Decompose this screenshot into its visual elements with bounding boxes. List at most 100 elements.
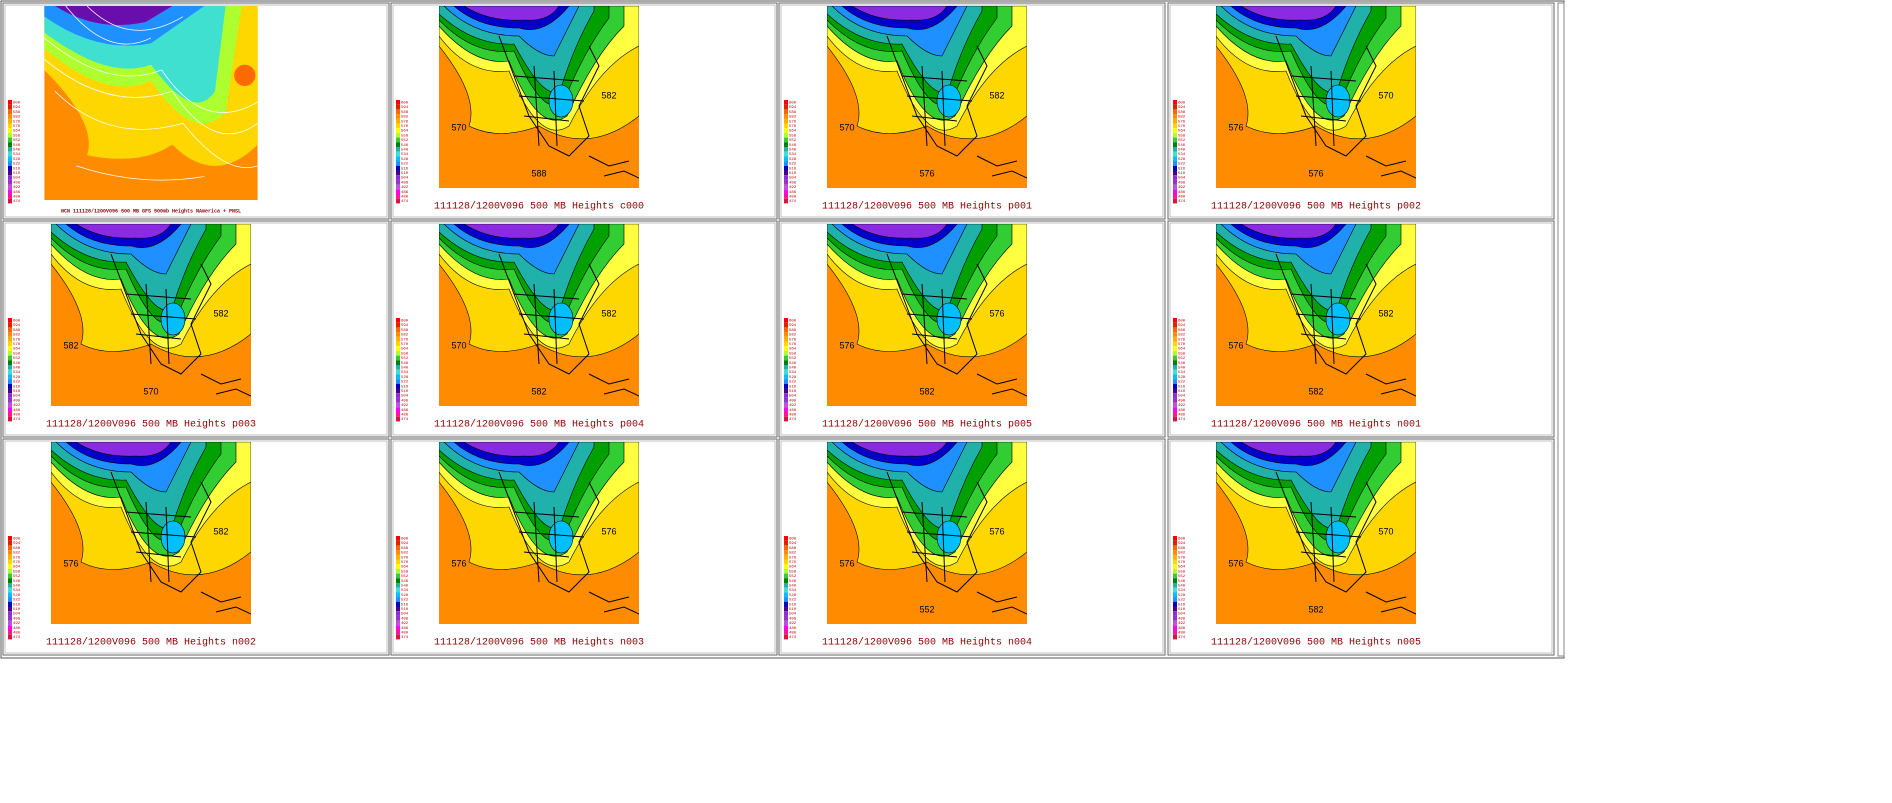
legend-swatch <box>8 536 12 541</box>
legend-level: 492 <box>789 186 797 190</box>
legend-swatch <box>784 189 788 194</box>
contour-label: 582 <box>1308 604 1323 614</box>
legend-swatch <box>1173 369 1177 375</box>
legend-level: 522 <box>13 599 21 603</box>
legend-level: 492 <box>13 404 21 408</box>
legend-swatch <box>396 123 400 129</box>
legend-swatch <box>784 583 788 588</box>
legend-level: 600 <box>1178 319 1186 323</box>
legend-level: 510 <box>789 172 797 176</box>
legend-swatch <box>784 318 788 323</box>
legend-swatch <box>396 379 400 384</box>
legend-swatch <box>1173 142 1177 147</box>
legend-level: 480 <box>1178 631 1186 635</box>
legend-swatch <box>8 397 12 403</box>
legend-swatch <box>396 416 400 422</box>
legend-swatch <box>784 615 788 621</box>
legend-level: 492 <box>401 186 409 190</box>
legend-level: 522 <box>789 599 797 603</box>
cell-border <box>4 4 388 218</box>
legend-swatch <box>8 142 12 147</box>
legend-level: 516 <box>401 385 409 389</box>
legend-swatch <box>1173 341 1177 347</box>
legend-level: 504 <box>1178 177 1186 181</box>
legend-level: 564 <box>13 130 21 134</box>
legend-level: 534 <box>13 371 21 375</box>
map-caption: 111128/1200V096 500 MB Heights n003 <box>434 637 644 649</box>
legend-level: 600 <box>13 319 21 323</box>
legend-level: 564 <box>401 130 409 134</box>
legend-swatch <box>396 189 400 194</box>
legend-level: 558 <box>789 134 797 138</box>
legend-swatch <box>1173 156 1177 162</box>
legend-swatch <box>1173 128 1177 133</box>
legend-level: 474 <box>789 418 797 422</box>
legend-swatch <box>396 104 400 110</box>
legend-swatch <box>396 412 400 417</box>
legend-swatch <box>8 369 12 375</box>
legend-swatch <box>1173 346 1177 351</box>
legend-level: 594 <box>789 106 797 110</box>
legend-swatch <box>8 615 12 621</box>
legend-swatch <box>784 550 788 555</box>
legend-swatch <box>784 601 788 607</box>
legend-level: 540 <box>13 584 21 588</box>
legend-level: 498 <box>789 181 797 185</box>
legend-level: 594 <box>13 106 21 110</box>
legend-level: 480 <box>1178 413 1186 417</box>
legend-swatch <box>1173 114 1177 119</box>
legend-swatch <box>396 369 400 375</box>
legend-level: 594 <box>13 324 21 328</box>
legend-level: 582 <box>13 116 21 120</box>
panel: 6005945885825765705645585525465405345285… <box>390 220 778 438</box>
legend-level: 486 <box>13 191 21 195</box>
legend-swatch <box>1173 587 1177 593</box>
legend-swatch <box>784 606 788 612</box>
legend-level: 582 <box>789 552 797 556</box>
legend-level: 486 <box>401 627 409 631</box>
legend-swatch <box>1173 606 1177 612</box>
legend-level: 480 <box>13 631 21 635</box>
panel: 6005945885825765705645585525465405345285… <box>778 220 1166 438</box>
legend-swatch <box>396 341 400 347</box>
legend-level: 528 <box>1178 594 1186 598</box>
legend-swatch <box>1173 365 1177 370</box>
legend-level: 492 <box>789 622 797 626</box>
legend-level: 504 <box>401 395 409 399</box>
legend-level: 522 <box>1178 381 1186 385</box>
contour-label: 582 <box>989 90 1004 100</box>
legend-level: 534 <box>13 153 21 157</box>
legend-level: 474 <box>13 636 21 640</box>
legend-swatch <box>8 332 12 337</box>
contour-label: 576 <box>919 168 934 178</box>
legend-level: 576 <box>1178 120 1186 124</box>
legend-swatch <box>396 397 400 403</box>
legend-swatch <box>396 592 400 598</box>
legend-swatch <box>1173 379 1177 384</box>
legend-swatch <box>8 383 12 389</box>
legend-swatch <box>396 374 400 380</box>
legend-swatch <box>1173 184 1177 190</box>
legend-swatch <box>8 128 12 133</box>
contour-label: 582 <box>1378 308 1393 318</box>
legend-swatch <box>784 137 788 143</box>
legend-level: 516 <box>789 385 797 389</box>
legend-swatch <box>1173 189 1177 194</box>
legend-level: 546 <box>401 144 409 148</box>
legend-level: 576 <box>401 556 409 560</box>
legend-level: 486 <box>401 409 409 413</box>
legend-level: 486 <box>1178 627 1186 631</box>
cell-border <box>392 440 776 654</box>
legend-swatch <box>396 583 400 588</box>
cell-border <box>392 222 776 436</box>
legend-swatch <box>8 365 12 370</box>
legend-swatch <box>396 615 400 621</box>
legend-swatch <box>1173 147 1177 152</box>
legend-swatch <box>396 100 400 105</box>
legend-level: 498 <box>401 617 409 621</box>
legend-swatch <box>396 151 400 157</box>
legend-swatch <box>1173 336 1177 342</box>
legend-swatch <box>396 578 400 583</box>
legend-level: 570 <box>1178 343 1186 347</box>
